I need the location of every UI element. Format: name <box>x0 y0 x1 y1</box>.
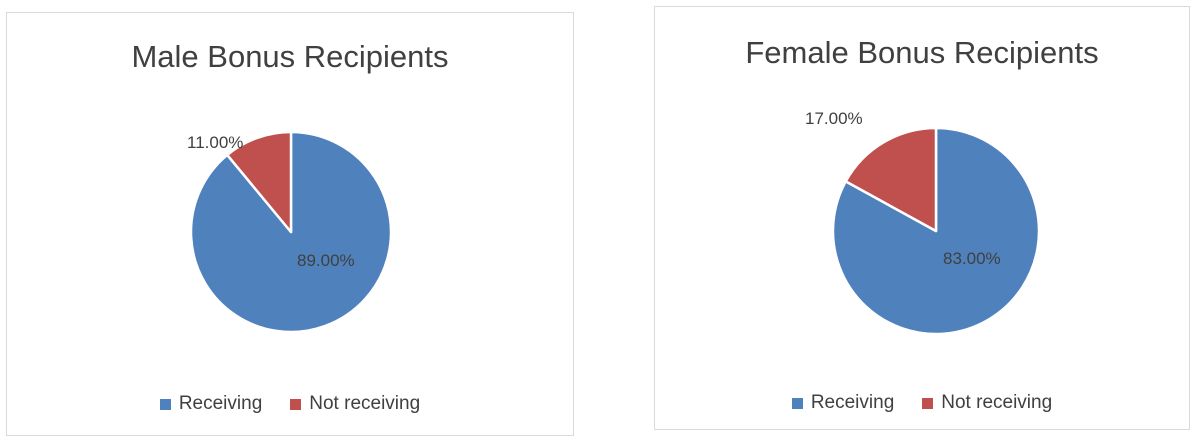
legend-label-receiving: Receiving <box>178 393 263 414</box>
legend-swatch-not-receiving <box>290 398 302 410</box>
pie-plot <box>831 126 1041 336</box>
chart-legend: Receiving Not receiving <box>655 392 1189 414</box>
data-label-not-receiving: 17.00% <box>805 109 863 128</box>
legend-label-receiving: Receiving <box>810 392 895 413</box>
pie-plot <box>189 130 393 334</box>
legend-label-not-receiving: Not receiving <box>941 392 1053 413</box>
legend-item-not-receiving: Not receiving <box>922 392 1052 414</box>
female-bonus-chart: Female Bonus Recipients 83.00% 17.00% Re… <box>654 6 1190 430</box>
legend-swatch-receiving <box>791 397 803 409</box>
data-label-receiving: 89.00% <box>297 251 355 270</box>
legend-item-receiving: Receiving <box>791 392 895 414</box>
pie-slice-not-receiving <box>844 126 938 233</box>
data-label-receiving: 83.00% <box>943 249 1001 268</box>
data-label-not-receiving: 11.00% <box>187 133 244 152</box>
chart-title: Female Bonus Recipients <box>745 35 1099 70</box>
pie-slice-not-receiving <box>226 130 293 234</box>
pie-slice-receiving <box>831 126 1041 336</box>
legend-item-receiving: Receiving <box>159 393 263 415</box>
legend-item-not-receiving: Not receiving <box>290 393 420 415</box>
legend-swatch-receiving <box>159 398 171 410</box>
chart-legend: Receiving Not receiving <box>7 393 573 415</box>
legend-swatch-not-receiving <box>922 397 934 409</box>
legend-label-not-receiving: Not receiving <box>309 393 421 414</box>
male-bonus-chart: Male Bonus Recipients 89.00% 11.00% Rece… <box>6 12 574 436</box>
chart-title: Male Bonus Recipients <box>131 39 449 74</box>
